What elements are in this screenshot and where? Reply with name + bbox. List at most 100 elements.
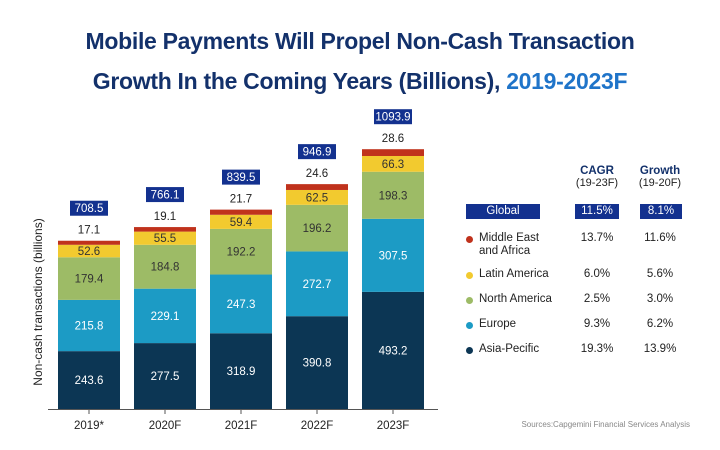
bar-segment: [286, 184, 348, 190]
total-badge: [374, 109, 412, 125]
data-label: 493.2: [379, 345, 408, 357]
bar-segment: [210, 209, 272, 215]
data-label: 21.7: [230, 194, 252, 206]
total-badge: [146, 187, 184, 203]
bar-segment: [134, 231, 196, 245]
legend-label-line: Europe: [479, 318, 517, 330]
legend-label: Europe: [479, 318, 516, 331]
bar-segment: [362, 171, 424, 219]
data-label: 59.4: [230, 217, 253, 229]
bar-segment: [134, 343, 196, 409]
cagr-value: 2.5%: [583, 293, 611, 305]
chart-title-line2: Growth In the Coming Years (Billions), 2…: [0, 68, 720, 95]
x-tick-label: 2022F: [301, 420, 334, 432]
bar-segment: [134, 288, 196, 344]
growth-value: 3.0%: [646, 293, 674, 305]
data-label: 198.3: [379, 190, 408, 202]
data-label: 307.5: [379, 250, 408, 262]
data-label: 229.1: [151, 311, 180, 323]
growth-title: Growth: [639, 165, 681, 177]
bar-segment: [134, 244, 196, 289]
bar-segment: [362, 218, 424, 292]
bar-segment: [58, 299, 120, 352]
bar-segment: [362, 291, 424, 409]
legend-swatch: [466, 236, 473, 243]
total-label: 708.5: [75, 203, 104, 215]
bar-segment: [210, 214, 272, 229]
growth-value: 13.9%: [643, 343, 677, 355]
bar-segment: [286, 316, 348, 409]
legend-swatch: [466, 297, 473, 304]
data-label: 66.3: [382, 159, 404, 171]
legend-label-line: Latin America: [479, 268, 549, 280]
legend-swatch: [466, 347, 473, 354]
legend-label-line: and Africa: [479, 245, 531, 257]
bar-segment: [210, 333, 272, 409]
legend-label: Latin America: [479, 268, 549, 281]
cagr-value: 19.3%: [580, 343, 614, 355]
data-label: 62.5: [306, 192, 328, 204]
data-label: 192.2: [227, 247, 256, 259]
bar-segment: [58, 244, 120, 258]
total-badge: [222, 169, 260, 185]
growth-value: 6.2%: [646, 318, 674, 330]
bar-segment: [210, 228, 272, 275]
data-label: 247.3: [227, 299, 256, 311]
global-badge: Global: [466, 204, 540, 219]
cagr-value: 6.0%: [583, 268, 611, 280]
data-label: 390.8: [303, 358, 332, 370]
bar-segment: [286, 189, 348, 205]
cagr-value: 9.3%: [583, 318, 611, 330]
bar-segment: [286, 204, 348, 252]
legend-label-line: Asia-Pecific: [479, 343, 540, 355]
bar-segment: [362, 155, 424, 172]
growth-header: Growth (19-20F): [630, 165, 690, 189]
growth-value: 5.6%: [646, 268, 674, 280]
data-label: 28.6: [382, 133, 404, 145]
cagr-title: CAGR: [580, 165, 614, 177]
cagr-header: CAGR (19-23F): [567, 165, 627, 189]
legend-swatch: [466, 322, 473, 329]
growth-subtitle: (19-20F): [638, 177, 682, 189]
total-badge: [70, 200, 108, 216]
x-tick-label: 2019*: [74, 420, 105, 432]
title-accent: 2019-2023F: [506, 68, 628, 94]
source-note: Sources:Capgemini Financial Services Ana…: [521, 420, 690, 429]
legend-label: Asia-Pecific: [479, 343, 539, 356]
legend-label: North America: [479, 293, 552, 306]
chart-title-line1: Mobile Payments Will Propel Non-Cash Tra…: [85, 28, 635, 54]
cagr-subtitle: (19-23F): [575, 177, 619, 189]
data-label: 184.8: [151, 262, 180, 274]
data-label: 19.1: [154, 211, 176, 223]
bar-segment: [286, 251, 348, 317]
cagr-value: 13.7%: [580, 232, 614, 244]
bar-segment: [210, 274, 272, 334]
legend-label: Middle East and Africa: [479, 232, 539, 258]
data-label: 52.6: [78, 246, 100, 258]
bar-segment: [58, 351, 120, 409]
data-label: 24.6: [306, 168, 328, 180]
data-label: 196.2: [303, 223, 332, 235]
bar-segment: [58, 257, 120, 300]
data-label: 243.6: [75, 375, 104, 387]
global-growth-badge: 8.1%: [640, 204, 682, 219]
bar-segment: [362, 149, 424, 156]
data-label: 55.5: [154, 233, 176, 245]
data-label: 17.1: [78, 225, 100, 237]
global-cagr-badge: 11.5%: [575, 204, 619, 219]
legend-label-line: Middle East: [479, 232, 540, 244]
legend-swatch: [466, 272, 473, 279]
data-label: 272.7: [303, 279, 332, 291]
data-label: 179.4: [75, 274, 104, 286]
total-badge: [298, 144, 336, 160]
y-axis-title: Non-cash transactions (billions): [31, 218, 45, 386]
growth-value: 11.6%: [644, 232, 676, 244]
total-label: 946.9: [303, 147, 332, 159]
data-label: 277.5: [151, 371, 180, 383]
total-label: 1093.9: [375, 112, 410, 124]
total-label: 839.5: [227, 172, 256, 184]
legend-label-line: North America: [479, 293, 552, 305]
x-tick-label: 2020F: [149, 420, 182, 432]
data-label: 318.9: [227, 366, 256, 378]
